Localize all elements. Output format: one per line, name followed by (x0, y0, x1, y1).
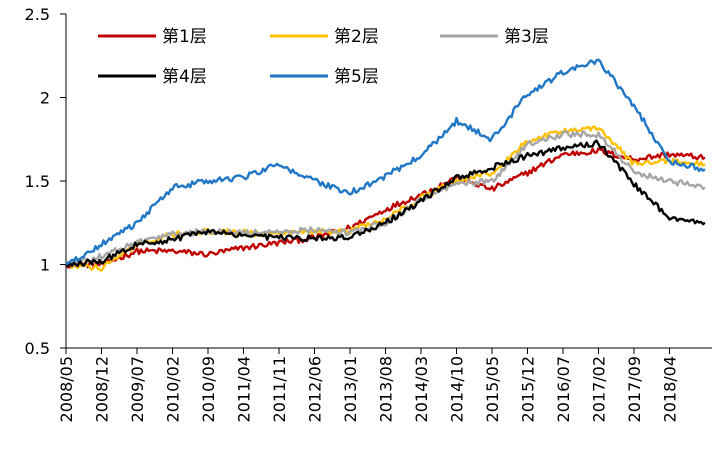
y-tick-label: 1 (40, 256, 50, 275)
x-tick-label: 2015/12 (519, 356, 538, 422)
x-tick-label: 2018/04 (661, 356, 680, 422)
chart-axes: 0.5 1 1.5 2 2.5 2008/05 2008/12 2009/07 2010/02 2… (25, 5, 712, 422)
x-tick-label: 2008/05 (57, 356, 76, 422)
x-tick-label: 2014/10 (448, 356, 467, 422)
legend-label-4: 第4层 (162, 67, 207, 87)
x-tick-label: 2010/09 (199, 356, 218, 422)
chart-series-lines (65, 58, 706, 272)
legend-label-1: 第1层 (162, 27, 207, 47)
x-tick-label: 2013/08 (377, 356, 396, 422)
x-tick-label: 2016/07 (554, 356, 573, 422)
series-line-2 (65, 125, 706, 272)
x-tick-label: 2013/01 (341, 356, 360, 422)
series-line-4 (65, 139, 706, 268)
x-tick-label: 2009/07 (128, 356, 147, 422)
y-tick-label: 1.5 (25, 172, 50, 191)
series-line-1 (65, 147, 706, 269)
y-tick-label: 0.5 (25, 339, 50, 358)
legend-label-2: 第2层 (334, 27, 379, 47)
x-tick-label: 2011/11 (270, 356, 289, 422)
x-tick-label: 2017/02 (590, 356, 609, 422)
x-tick-label: 2015/05 (483, 356, 502, 422)
x-tick-label: 2008/12 (93, 356, 112, 422)
legend-label-5: 第5层 (334, 67, 379, 87)
series-line-3 (65, 130, 706, 267)
y-tick-label: 2 (40, 89, 50, 108)
x-tick-label: 2017/09 (625, 356, 644, 422)
legend-label-3: 第3层 (504, 27, 549, 47)
x-tick-label: 2014/03 (412, 356, 431, 422)
y-tick-label: 2.5 (25, 5, 50, 24)
x-tick-label: 2010/02 (164, 356, 183, 422)
x-tick-label: 2011/04 (235, 356, 254, 422)
series-line-5 (65, 58, 706, 266)
x-tick-label: 2012/06 (306, 356, 325, 422)
